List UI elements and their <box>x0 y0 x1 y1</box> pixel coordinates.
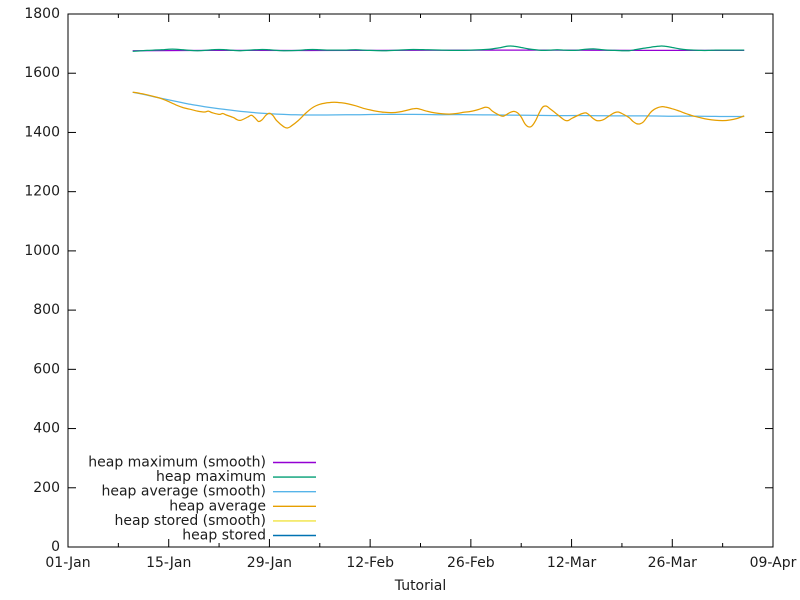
x-tick-label: 01-Jan <box>45 555 90 571</box>
x-tick-label: 12-Mar <box>547 555 597 571</box>
legend-label-heap-maximum: heap maximum <box>156 469 266 485</box>
x-tick-label: 26-Feb <box>447 555 495 571</box>
x-axis-title: Tutorial <box>394 578 446 594</box>
legend-label-heap-stored-smooth: heap stored (smooth) <box>115 513 267 529</box>
y-tick-label: 600 <box>33 361 60 377</box>
plot-layer: 0 200 400 600 800 1000 1200 1400 1600 1800 01-Jan 1… <box>24 6 796 571</box>
legend-label-heap-average-smooth: heap average (smooth) <box>101 484 266 500</box>
y-tick-label: 800 <box>33 302 60 318</box>
y-tick-label: 1000 <box>24 243 60 259</box>
legend-label-heap-average: heap average <box>169 498 266 514</box>
y-tick-label: 1800 <box>24 6 60 22</box>
y-tick-label: 1200 <box>24 184 60 200</box>
x-tick-label: 26-Mar <box>648 555 698 571</box>
y-tick-label: 1600 <box>24 65 60 81</box>
y-tick-label: 400 <box>33 421 60 437</box>
series-heap-maximum-line <box>132 45 745 52</box>
y-tick-label: 0 <box>51 539 60 555</box>
x-tick-label: 12-Feb <box>346 555 394 571</box>
y-tick-label: 1400 <box>24 124 60 140</box>
y-tick-label: 200 <box>33 480 60 496</box>
series-heap-average-line <box>132 91 745 129</box>
x-tick-label: 09-Apr <box>750 555 797 571</box>
legend-label-heap-maximum-smooth: heap maximum (smooth) <box>88 455 266 471</box>
x-tick-label: 15-Jan <box>146 555 191 571</box>
series-heap-average-smooth-line <box>132 91 745 118</box>
x-tick-label: 29-Jan <box>247 555 292 571</box>
legend-label-heap-stored: heap stored <box>182 528 266 544</box>
